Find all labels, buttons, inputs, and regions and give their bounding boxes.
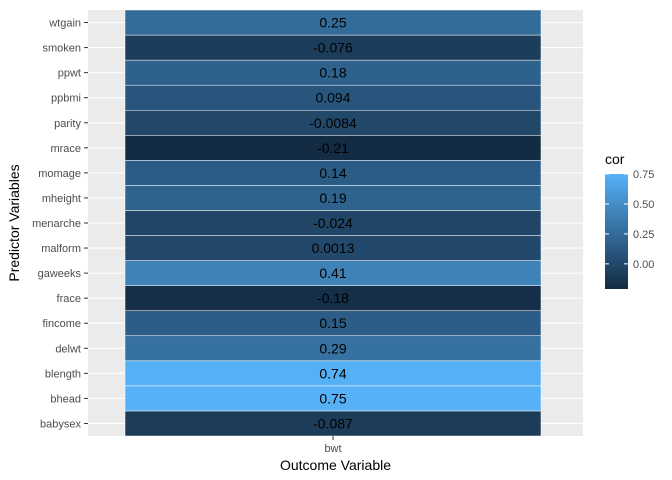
y-axis-title: Predictor Variables <box>6 164 22 281</box>
y-tick-label: smoken <box>42 43 81 55</box>
y-tick-label: fincome <box>42 318 81 330</box>
cell-value-label: -0.076 <box>313 40 353 56</box>
legend-colorbar <box>605 174 628 289</box>
y-tick-label: babysex <box>40 418 81 430</box>
heatmap-cell <box>124 235 542 261</box>
y-tick-label: gaweeks <box>38 268 82 280</box>
y-tick-label: momage <box>38 168 81 180</box>
legend-tick-label: 0.25 <box>633 229 654 241</box>
cell-value-label: -0.21 <box>317 140 349 156</box>
y-tick-label: delwt <box>55 343 81 355</box>
y-tick-label: parity <box>54 118 81 130</box>
y-axis-ticks: babysex bhead blength delwt fincome frace gawe… <box>32 18 88 430</box>
heatmap-cell-labels: -0.087 0.75 0.74 0.29 0.15 -0.18 0.41 0.0013 -0.… <box>309 15 357 432</box>
y-tick-label: mrace <box>50 143 81 155</box>
heatmap-cell <box>124 260 542 286</box>
legend-tick-label: 0.50 <box>633 199 654 211</box>
heatmap-cell <box>124 59 542 86</box>
cell-value-label: 0.75 <box>319 390 346 406</box>
cell-value-label: -0.18 <box>317 290 349 306</box>
y-tick-label: bhead <box>50 393 81 405</box>
y-tick-label: ppwt <box>58 68 81 80</box>
cell-value-label: -0.087 <box>313 415 353 431</box>
heatmap-cell <box>124 335 542 362</box>
heatmap-cell <box>124 360 542 387</box>
heatmap-cells <box>124 9 542 437</box>
heatmap-cell <box>124 9 542 36</box>
heatmap-cell <box>124 160 542 186</box>
y-tick-label: menarche <box>32 218 81 230</box>
heatmap-cell <box>124 310 542 337</box>
cell-value-label: 0.18 <box>319 65 346 81</box>
x-axis-title: Outcome Variable <box>280 457 391 473</box>
heatmap-cell <box>124 210 542 236</box>
legend-ticks: 0.75 0.50 0.25 0.00 <box>605 169 654 271</box>
legend-tick-label: 0.75 <box>633 169 654 181</box>
cell-value-label: -0.0084 <box>309 115 357 131</box>
heatmap-cell <box>124 185 542 211</box>
heatmap-cell <box>124 84 542 111</box>
y-tick-label: mheight <box>42 193 81 205</box>
heatmap-cell <box>124 135 542 161</box>
cell-value-label: 0.19 <box>319 190 346 206</box>
cell-value-label: 0.094 <box>315 90 350 106</box>
cell-value-label: 0.41 <box>319 265 346 281</box>
legend-title: cor <box>605 151 625 167</box>
heatmap-cell <box>124 34 542 61</box>
x-tick-label: bwt <box>324 443 341 455</box>
y-tick-label: frace <box>57 293 81 305</box>
x-axis-ticks: bwt <box>324 436 342 455</box>
y-tick-label: malform <box>41 243 81 255</box>
cell-value-label: 0.74 <box>319 365 346 381</box>
y-tick-label: ppbmi <box>51 93 81 105</box>
y-tick-label: blength <box>45 368 81 380</box>
cell-value-label: 0.0013 <box>312 240 355 256</box>
legend-tick-label: 0.00 <box>633 259 654 271</box>
cell-value-label: -0.024 <box>313 215 353 231</box>
cell-value-label: 0.15 <box>319 315 346 331</box>
heatmap-cell <box>124 285 542 311</box>
heatmap-cell <box>124 109 542 136</box>
cell-value-label: 0.25 <box>319 15 346 31</box>
heatmap-cell <box>124 410 542 437</box>
heatmap-cell <box>124 385 542 412</box>
cell-value-label: 0.29 <box>319 340 346 356</box>
cell-value-label: 0.14 <box>319 165 346 181</box>
color-legend: cor 0.75 0.50 0.25 0.00 <box>605 151 654 289</box>
y-tick-label: wtgain <box>48 18 81 30</box>
